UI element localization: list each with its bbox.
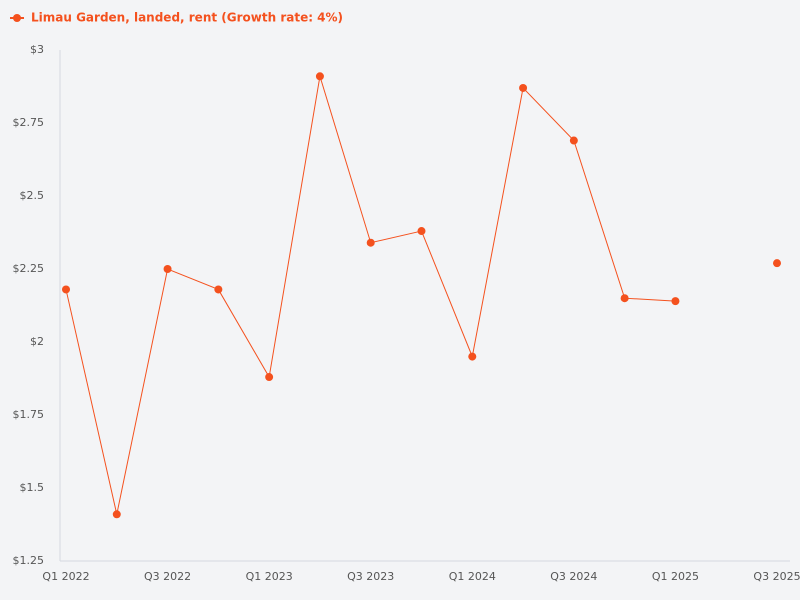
legend-text: Limau Garden, landed, rent (Growth rate:… <box>31 11 343 25</box>
point <box>265 373 274 382</box>
x-tick-label: Q3 2025 <box>753 570 800 583</box>
line <box>66 76 777 514</box>
point <box>366 238 375 247</box>
point <box>671 297 680 306</box>
point <box>163 265 172 273</box>
point <box>773 259 781 268</box>
y-tick-label: $1.75 <box>13 408 45 421</box>
point <box>569 136 578 145</box>
x-tick-label: Q1 2022 <box>42 570 89 583</box>
x-tick-label: Q1 2023 <box>246 570 293 583</box>
y-tick-label: $2.75 <box>13 116 45 129</box>
x-tick-label: Q3 2023 <box>347 570 394 583</box>
x-tick-label: Q3 2022 <box>144 570 191 583</box>
point <box>62 285 70 294</box>
y-tick-label: $1.25 <box>13 554 45 567</box>
point <box>112 510 121 519</box>
point <box>214 285 223 294</box>
x-tick-label: Q1 2025 <box>652 570 699 583</box>
point <box>417 227 426 236</box>
y-tick-label: $2 <box>30 335 44 348</box>
y-tick-label: $2.25 <box>13 262 45 275</box>
point <box>315 72 324 81</box>
y-tick-label: $1.5 <box>20 481 45 494</box>
legend-marker <box>13 14 21 22</box>
x-tick-label: Q3 2024 <box>550 570 597 583</box>
point <box>468 352 477 361</box>
point <box>519 83 528 92</box>
point <box>620 294 629 303</box>
x-tick-label: Q1 2024 <box>449 570 496 583</box>
y-tick-label: $3 <box>30 43 44 56</box>
y-tick-label: $2.5 <box>20 189 45 202</box>
